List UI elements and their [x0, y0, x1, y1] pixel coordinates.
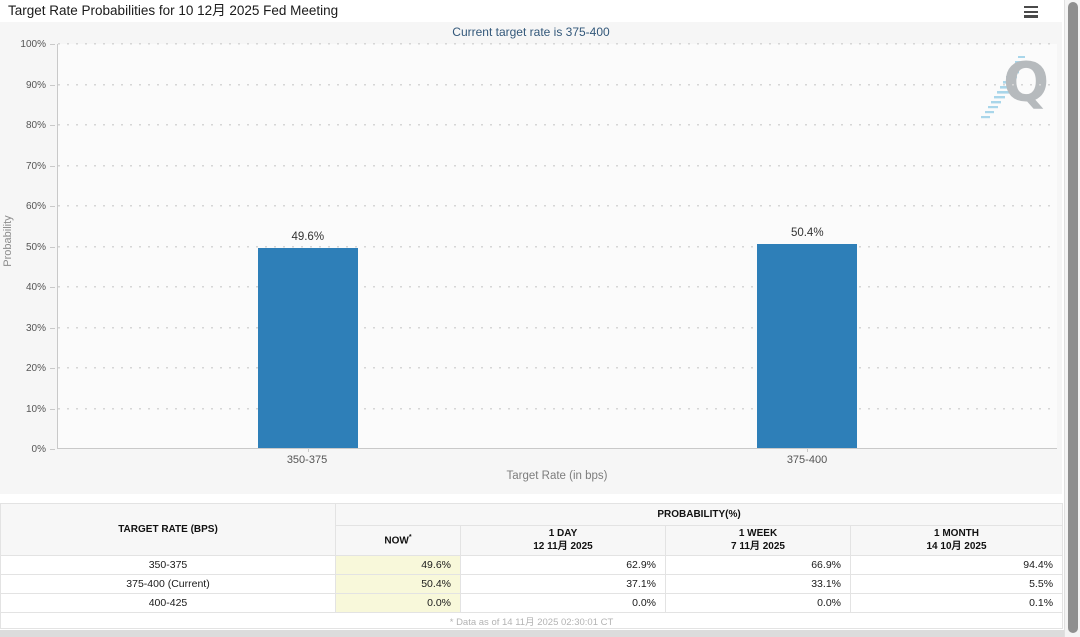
gridline: [58, 83, 1057, 86]
y-tick-mark: [50, 368, 55, 369]
table-row: 350-375 49.6% 62.9% 66.9% 94.4%: [0, 555, 1064, 575]
col-header-target-rate: TARGET RATE (BPS): [0, 503, 336, 556]
col-1month-date: 14 10月 2025: [926, 540, 987, 552]
table-header-row: TARGET RATE (BPS) PROBABILITY(%): [0, 503, 1064, 556]
cell-1month: 0.1%: [849, 593, 1064, 613]
y-tick-label: 70%: [25, 160, 46, 172]
now-asterisk: *: [408, 533, 412, 541]
x-axis-title: Target Rate (in bps): [506, 470, 608, 482]
gridline: [58, 43, 1057, 45]
y-tick-label: 100%: [20, 39, 46, 50]
col-header-1month: 1 MONTH 14 10月 2025: [849, 525, 1064, 556]
title-bar: Target Rate Probabilities for 10 12月 202…: [0, 0, 1062, 22]
table-footnote-row: * Data as of 14 11月 2025 02:30:01 CT: [0, 612, 1064, 629]
now-label: NOW: [384, 534, 409, 546]
cell-1week: 33.1%: [665, 574, 851, 594]
col-header-probability: PROBABILITY(%): [334, 503, 1064, 526]
table-subheader-row: NOW* 1 DAY 12 11月 2025 1 WEEK 7 11月 2025…: [1, 525, 1064, 556]
cell-1day: 0.0%: [460, 593, 666, 613]
y-tick-label: 20%: [25, 363, 46, 374]
x-tick-mark: [807, 448, 809, 452]
cell-1week: 0.0%: [665, 593, 851, 613]
gridline: [58, 164, 1057, 167]
col-1day-date: 12 11月 2025: [533, 540, 593, 552]
y-tick-mark: [50, 84, 55, 86]
hamburger-menu-icon[interactable]: [1024, 6, 1040, 19]
col-1day-label: 1 DAY: [548, 528, 578, 539]
gridline: [58, 326, 1057, 329]
y-tick-mark: [50, 165, 55, 167]
horizontal-scrollbar[interactable]: [0, 630, 1064, 637]
col-1month-label: 1 MONTH: [934, 528, 980, 539]
probability-table-wrap: TARGET RATE (BPS) PROBABILITY(%) NOW* 1 …: [0, 503, 1064, 629]
watermark-dashes-icon: [981, 56, 1025, 119]
y-tick-label: 60%: [25, 201, 46, 212]
x-tick-mark: [307, 448, 309, 452]
y-tick-mark: [50, 327, 55, 329]
cell-now: 49.6%: [335, 555, 461, 575]
gridline: [58, 245, 1057, 248]
bar-value-label: 49.6%: [291, 230, 325, 243]
bar-350-375: [257, 247, 358, 448]
col-1week-date: 7 11月 2025: [731, 540, 785, 552]
gridline: [58, 367, 1057, 369]
y-tick-mark: [50, 44, 55, 45]
y-tick-label: 40%: [25, 282, 46, 293]
cell-now: 0.0%: [335, 593, 461, 613]
vertical-scrollbar: [1064, 0, 1080, 637]
x-axis: 350-375 375-400: [57, 454, 1057, 468]
y-tick-mark: [50, 125, 55, 126]
watermark-q-letter: Q: [1003, 51, 1049, 114]
cell-target-rate: 375-400 (Current): [0, 574, 336, 594]
y-tick-label: 90%: [25, 79, 46, 91]
y-tick-mark: [50, 449, 55, 450]
x-tick-label: 350-375: [286, 454, 328, 466]
table-row: 375-400 (Current) 50.4% 37.1% 33.1% 5.5%: [0, 574, 1064, 594]
x-tick-label: 375-400: [786, 454, 828, 466]
cell-target-rate: 400-425: [0, 593, 336, 613]
cell-1week: 66.9%: [665, 555, 851, 575]
gridline: [58, 286, 1057, 288]
gridline: [58, 407, 1057, 410]
gridline: [58, 124, 1057, 126]
col-header-1day: 1 DAY 12 11月 2025: [460, 525, 666, 556]
col-header-1week: 1 WEEK 7 11月 2025: [665, 525, 851, 556]
y-tick-mark: [50, 287, 55, 288]
probability-table: TARGET RATE (BPS) PROBABILITY(%) NOW* 1 …: [0, 503, 1064, 629]
y-tick-label: 50%: [25, 241, 46, 253]
vertical-scrollbar-thumb[interactable]: [1068, 2, 1078, 633]
y-tick-label: 0%: [31, 444, 46, 455]
y-axis: 0% 10% 20% 30% 40% 50% 60% 70% 80% 90% 100%: [0, 39, 56, 455]
hamburger-bar: [1024, 10, 1038, 13]
cell-now: 50.4%: [335, 574, 461, 594]
quikstrike-watermark: Q: [979, 48, 1051, 126]
col-1week-label: 1 WEEK: [738, 528, 778, 539]
y-tick-label: 80%: [25, 120, 46, 131]
bar-value-label: 50.4%: [790, 227, 824, 240]
cell-1month: 5.5%: [849, 574, 1064, 594]
cell-1day: 62.9%: [460, 555, 666, 575]
chart-section: Current target rate is 375-400 Probabili…: [0, 22, 1062, 494]
bar-375-400: [757, 244, 858, 448]
table-row: 400-425 0.0% 0.0% 0.0% 0.1%: [0, 593, 1064, 613]
cell-target-rate: 350-375: [0, 555, 336, 575]
y-tick-mark: [50, 408, 55, 410]
table-body: 350-375 49.6% 62.9% 66.9% 94.4% 375-400 (Curr…: [0, 555, 1064, 613]
y-tick-mark: [50, 246, 55, 248]
gridline: [58, 205, 1057, 207]
chart-subtitle: Current target rate is 375-400: [452, 25, 610, 39]
y-tick-label: 30%: [25, 322, 46, 334]
y-tick-label: 10%: [25, 403, 46, 415]
y-tick-mark: [50, 206, 55, 207]
table-footnote: * Data as of 14 11月 2025 02:30:01 CT: [0, 612, 1064, 629]
cell-1day: 37.1%: [460, 574, 666, 594]
col-header-now: NOW*: [335, 525, 461, 556]
plot-area: Q 49.6% 50.4%: [57, 43, 1057, 452]
page-title: Target Rate Probabilities for 10 12月 202…: [8, 3, 339, 18]
hamburger-bar: [1024, 15, 1038, 18]
hamburger-bar: [1024, 6, 1038, 9]
cell-1month: 94.4%: [849, 555, 1064, 575]
